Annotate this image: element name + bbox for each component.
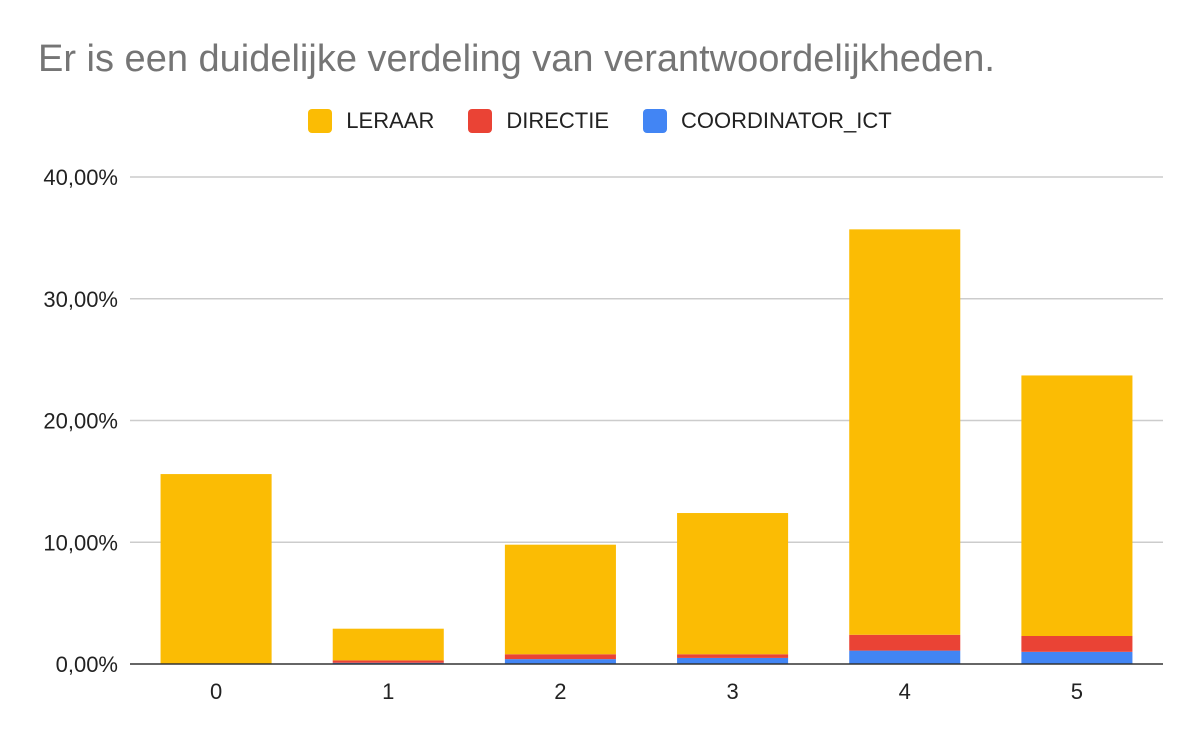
bar-directie-5 — [1021, 635, 1133, 652]
legend-item-directie[interactable]: DIRECTIE — [468, 108, 609, 134]
legend-swatch-leraar — [308, 109, 333, 133]
bar-leraar-3 — [677, 513, 789, 655]
legend-item-coordinator-ict[interactable]: COORDINATOR_ICT — [643, 108, 892, 134]
y-tick-label: 20,00% — [43, 409, 118, 434]
chart-legend: LERAAR DIRECTIE COORDINATOR_ICT — [0, 108, 1200, 134]
x-tick-label: 2 — [554, 679, 566, 704]
legend-swatch-coordinator-ict — [643, 109, 668, 133]
chart-title: Er is een duidelijke verdeling van veran… — [38, 38, 995, 80]
x-tick-label: 0 — [210, 679, 222, 704]
bar-leraar-1 — [332, 628, 444, 661]
y-tick-label: 0,00% — [56, 652, 118, 677]
x-tick-label: 5 — [1071, 679, 1083, 704]
legend-label-leraar: LERAAR — [346, 108, 435, 133]
bar-coordinator-ict-2 — [504, 659, 616, 664]
bar-leraar-5 — [1021, 375, 1133, 636]
bar-directie-1 — [332, 660, 444, 663]
x-tick-label: 4 — [899, 679, 911, 704]
bar-leraar-4 — [849, 229, 961, 635]
x-tick-label: 3 — [726, 679, 738, 704]
bar-coordinator-ict-4 — [849, 650, 961, 664]
bar-coordinator-ict-3 — [677, 657, 789, 664]
bar-coordinator-ict-5 — [1021, 651, 1133, 664]
y-tick-label: 40,00% — [43, 165, 118, 190]
y-tick-label: 30,00% — [43, 287, 118, 312]
bar-directie-2 — [504, 654, 616, 660]
y-tick-label: 10,00% — [43, 530, 118, 555]
bar-directie-3 — [677, 654, 789, 658]
legend-label-coordinator-ict: COORDINATOR_ICT — [681, 108, 892, 133]
legend-swatch-directie — [468, 109, 493, 133]
bar-directie-4 — [849, 634, 961, 651]
bar-leraar-0 — [160, 474, 272, 664]
x-tick-label: 1 — [382, 679, 394, 704]
bar-leraar-2 — [504, 544, 616, 655]
legend-item-leraar[interactable]: LERAAR — [308, 108, 434, 134]
legend-label-directie: DIRECTIE — [506, 108, 610, 133]
